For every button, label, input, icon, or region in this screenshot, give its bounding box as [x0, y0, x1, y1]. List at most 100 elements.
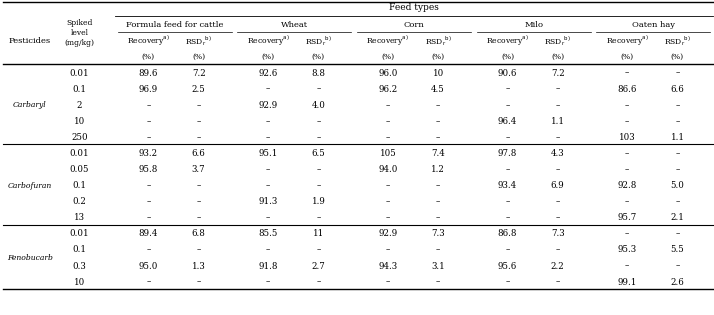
Text: –: – [625, 117, 629, 126]
Text: 103: 103 [619, 133, 635, 142]
Text: 6.5: 6.5 [311, 149, 326, 158]
Text: –: – [316, 133, 321, 142]
Text: 96.4: 96.4 [498, 117, 517, 126]
Text: –: – [266, 245, 271, 255]
Text: 96.0: 96.0 [378, 69, 398, 77]
Text: –: – [625, 149, 629, 158]
Text: 1.3: 1.3 [192, 261, 206, 271]
Text: –: – [555, 101, 560, 110]
Text: –: – [386, 117, 390, 126]
Text: –: – [316, 181, 321, 190]
Text: 1.1: 1.1 [550, 117, 565, 126]
Text: 0.01: 0.01 [69, 149, 89, 158]
Text: –: – [196, 101, 201, 110]
Text: (%): (%) [261, 53, 275, 61]
Text: 92.8: 92.8 [618, 181, 637, 190]
Text: 0.01: 0.01 [69, 229, 89, 238]
Text: Oaten hay: Oaten hay [632, 21, 675, 29]
Text: –: – [266, 181, 271, 190]
Text: –: – [436, 101, 441, 110]
Text: 0.2: 0.2 [72, 197, 86, 206]
Text: Wheat: Wheat [281, 21, 308, 29]
Text: (%): (%) [381, 53, 394, 61]
Text: 92.6: 92.6 [258, 69, 278, 77]
Text: –: – [266, 117, 271, 126]
Text: –: – [266, 85, 271, 94]
Text: Milo: Milo [524, 21, 543, 29]
Text: 105: 105 [379, 149, 396, 158]
Text: 90.6: 90.6 [498, 69, 517, 77]
Text: 91.8: 91.8 [258, 261, 278, 271]
Text: Recovery$^{\rm a)}$: Recovery$^{\rm a)}$ [366, 34, 409, 48]
Text: –: – [506, 85, 510, 94]
Text: 85.5: 85.5 [258, 229, 278, 238]
Text: Recovery$^{\rm a)}$: Recovery$^{\rm a)}$ [246, 34, 290, 48]
Text: –: – [146, 117, 151, 126]
Text: Fenobucarb: Fenobucarb [6, 254, 53, 262]
Text: –: – [675, 197, 680, 206]
Text: –: – [506, 133, 510, 142]
Text: 97.8: 97.8 [498, 149, 517, 158]
Text: Corn: Corn [403, 21, 425, 29]
Text: Recovery$^{\rm a)}$: Recovery$^{\rm a)}$ [127, 34, 170, 48]
Text: (%): (%) [551, 53, 564, 61]
Text: –: – [316, 278, 321, 287]
Text: RSD$_{\rm r}$$^{\rm b)}$: RSD$_{\rm r}$$^{\rm b)}$ [425, 34, 451, 48]
Text: 6.6: 6.6 [670, 85, 684, 94]
Text: –: – [196, 117, 201, 126]
Text: –: – [386, 245, 390, 255]
Text: –: – [675, 149, 680, 158]
Text: –: – [266, 165, 271, 174]
Text: –: – [386, 101, 390, 110]
Text: 89.6: 89.6 [139, 69, 158, 77]
Text: 99.1: 99.1 [618, 278, 637, 287]
Text: 3.7: 3.7 [192, 165, 206, 174]
Text: –: – [506, 245, 510, 255]
Text: 10: 10 [74, 117, 85, 126]
Text: 1.1: 1.1 [670, 133, 685, 142]
Text: –: – [506, 165, 510, 174]
Text: –: – [625, 165, 629, 174]
Text: 92.9: 92.9 [378, 229, 398, 238]
Text: (%): (%) [192, 53, 205, 61]
Text: (%): (%) [431, 53, 445, 61]
Text: 96.9: 96.9 [139, 85, 158, 94]
Text: –: – [506, 213, 510, 222]
Text: –: – [625, 229, 629, 238]
Text: –: – [386, 197, 390, 206]
Text: –: – [436, 197, 441, 206]
Text: –: – [436, 245, 441, 255]
Text: –: – [675, 69, 680, 77]
Text: –: – [436, 181, 441, 190]
Text: –: – [436, 117, 441, 126]
Text: –: – [625, 69, 629, 77]
Text: Recovery$^{\rm a)}$: Recovery$^{\rm a)}$ [486, 34, 529, 48]
Text: –: – [625, 197, 629, 206]
Text: –: – [266, 133, 271, 142]
Text: –: – [436, 278, 441, 287]
Text: –: – [436, 213, 441, 222]
Text: 95.6: 95.6 [498, 261, 517, 271]
Text: –: – [146, 101, 151, 110]
Text: –: – [316, 117, 321, 126]
Text: –: – [555, 165, 560, 174]
Text: 0.3: 0.3 [73, 261, 86, 271]
Text: RSD$_{\rm r}$$^{\rm b)}$: RSD$_{\rm r}$$^{\rm b)}$ [664, 34, 690, 48]
Text: –: – [316, 85, 321, 94]
Text: 86.6: 86.6 [618, 85, 637, 94]
Text: 2.2: 2.2 [550, 261, 565, 271]
Text: Spiked
level
(mg/kg): Spiked level (mg/kg) [64, 19, 94, 47]
Text: –: – [196, 213, 201, 222]
Text: 1.9: 1.9 [311, 197, 326, 206]
Text: Pesticides: Pesticides [9, 37, 51, 45]
Text: 0.01: 0.01 [69, 69, 89, 77]
Text: –: – [386, 181, 390, 190]
Text: –: – [555, 278, 560, 287]
Text: 1.2: 1.2 [431, 165, 445, 174]
Text: –: – [146, 197, 151, 206]
Text: 250: 250 [71, 133, 88, 142]
Text: 0.1: 0.1 [72, 181, 86, 190]
Text: –: – [625, 261, 629, 271]
Text: –: – [386, 213, 390, 222]
Text: 95.7: 95.7 [618, 213, 637, 222]
